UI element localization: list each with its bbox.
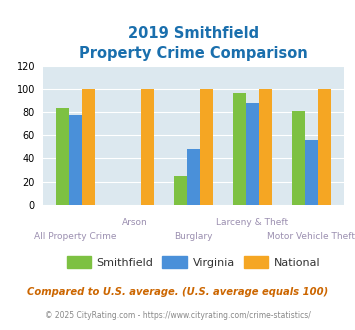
Bar bbox=[246, 103, 259, 205]
Bar bbox=[259, 89, 272, 205]
Bar bbox=[56, 108, 69, 205]
Bar bbox=[318, 89, 331, 205]
Text: Arson: Arson bbox=[122, 218, 147, 227]
Bar bbox=[292, 111, 305, 205]
Title: 2019 Smithfield
Property Crime Comparison: 2019 Smithfield Property Crime Compariso… bbox=[79, 26, 308, 61]
Legend: Smithfield, Virginia, National: Smithfield, Virginia, National bbox=[62, 252, 325, 272]
Text: Burglary: Burglary bbox=[174, 232, 213, 241]
Bar bbox=[69, 115, 82, 205]
Text: © 2025 CityRating.com - https://www.cityrating.com/crime-statistics/: © 2025 CityRating.com - https://www.city… bbox=[45, 311, 310, 320]
Bar bbox=[187, 149, 200, 205]
Bar bbox=[141, 89, 154, 205]
Bar bbox=[174, 176, 187, 205]
Text: Larceny & Theft: Larceny & Theft bbox=[216, 218, 288, 227]
Bar bbox=[233, 92, 246, 205]
Text: Motor Vehicle Theft: Motor Vehicle Theft bbox=[267, 232, 355, 241]
Bar bbox=[82, 89, 95, 205]
Text: Compared to U.S. average. (U.S. average equals 100): Compared to U.S. average. (U.S. average … bbox=[27, 287, 328, 297]
Text: All Property Crime: All Property Crime bbox=[34, 232, 117, 241]
Bar bbox=[305, 140, 318, 205]
Bar bbox=[200, 89, 213, 205]
